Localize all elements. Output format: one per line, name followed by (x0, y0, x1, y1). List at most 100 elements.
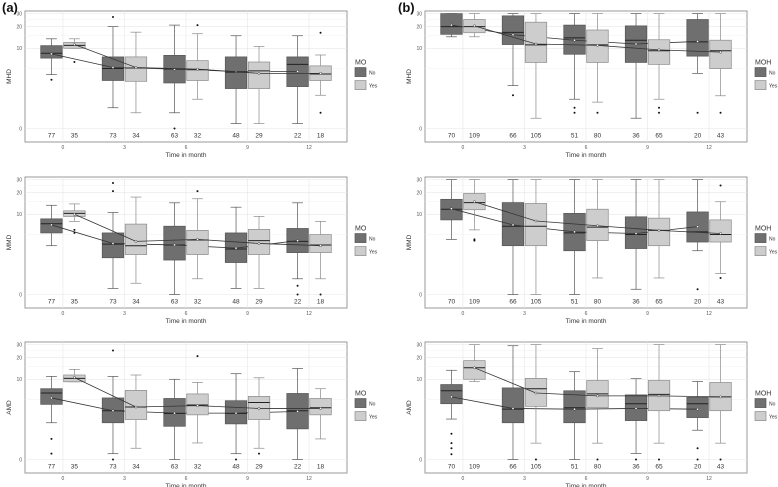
outlier-point (196, 355, 199, 358)
outlier-point (696, 111, 699, 114)
count-label: 18 (317, 132, 325, 139)
count-label: 36 (632, 298, 640, 305)
box-iqr (40, 45, 63, 59)
count-label: 77 (48, 298, 56, 305)
outlier-point (111, 16, 114, 19)
y-axis-title: MMD (6, 234, 13, 250)
y-tick-label: 10 (16, 377, 22, 383)
outlier-point (319, 31, 322, 34)
x-tick-label: 9 (646, 476, 649, 482)
outlier-point (319, 293, 322, 296)
box-iqr (101, 232, 125, 259)
mean-point (111, 242, 115, 245)
outlier-point (696, 447, 699, 450)
outlier-point (50, 437, 53, 440)
box-yes-month-6: 80 (586, 348, 609, 470)
legend: MOH No Yes (754, 60, 778, 90)
count-label: 66 (509, 298, 517, 305)
box-yes-month-3: 34 (124, 196, 148, 305)
chart-amd-mo: 0 10 20 30 0 3 6 9 12 Time in month AMD 77 73 63 48 22 3… (6, 341, 378, 487)
count-label: 32 (194, 463, 202, 470)
count-label: 73 (109, 132, 117, 139)
box-iqr (647, 39, 671, 65)
count-label: 35 (71, 298, 79, 305)
legend-key-yes (754, 411, 767, 421)
y-tick-label: 10 (16, 46, 22, 52)
outlier-point (319, 111, 322, 114)
mean-point (634, 232, 638, 235)
x-tick-label: 0 (62, 145, 65, 151)
x-axis-title: Time in month (166, 318, 207, 325)
mean-point (50, 52, 53, 56)
y-tick-label: 30 (16, 177, 22, 183)
y-tick-label: 30 (16, 11, 22, 17)
x-tick-label: 0 (62, 311, 65, 317)
count-label: 105 (531, 132, 542, 139)
count-label: 70 (448, 463, 456, 470)
count-label: 36 (632, 132, 640, 139)
x-tick-label: 3 (523, 311, 526, 317)
count-label: 105 (531, 463, 542, 470)
count-label: 48 (232, 298, 240, 305)
outlier-point (511, 94, 514, 97)
x-tick-label: 6 (185, 311, 188, 317)
count-label: 18 (317, 298, 325, 305)
box-iqr (709, 219, 732, 243)
legend-label: No (769, 402, 776, 408)
box-yes-month-9: 65 (647, 13, 671, 139)
mean-point (173, 411, 176, 415)
x-tick-label: 0 (462, 476, 465, 482)
panel-label-a: (a) (2, 0, 18, 15)
mean-point (234, 246, 238, 250)
mean-point (596, 224, 599, 228)
legend-key-no (754, 233, 767, 243)
box-no-month-3: 66 (501, 345, 525, 470)
box-iqr (163, 225, 186, 261)
outlier-point (73, 61, 76, 64)
mean-point (73, 376, 76, 379)
legend-title: MO (355, 226, 367, 233)
outlier-point (696, 288, 699, 291)
count-label: 65 (655, 298, 663, 305)
x-axis-title: Time in month (566, 318, 607, 325)
mean-point (473, 24, 476, 28)
box-iqr (501, 15, 525, 45)
x-tick-label: 12 (306, 311, 312, 317)
count-label: 80 (594, 132, 602, 139)
legend-key-no (754, 67, 767, 77)
count-label: 66 (509, 463, 517, 470)
mean-point (196, 67, 199, 71)
outlier-point (50, 452, 53, 455)
count-label: 109 (469, 463, 480, 470)
mean-point (573, 407, 576, 411)
mean-point (111, 66, 115, 69)
box-iqr (647, 217, 671, 247)
box-iqr (501, 387, 525, 424)
x-axis-title: Time in month (166, 152, 207, 159)
mean-point (319, 71, 322, 75)
mean-point (319, 407, 322, 410)
x-axis-title: Time in month (566, 152, 607, 159)
count-label: 35 (71, 463, 79, 470)
mean-point (534, 391, 538, 395)
box-iqr (247, 229, 271, 255)
outlier-point (111, 458, 114, 461)
outlier-point (450, 453, 453, 456)
outlier-point (296, 284, 299, 287)
y-tick-label: 30 (416, 177, 422, 183)
box-yes-month-12: 43 (709, 184, 732, 305)
outlier-point (450, 432, 453, 435)
y-tick-label: 10 (416, 377, 422, 383)
x-tick-label: 9 (246, 476, 249, 482)
mean-point (450, 395, 453, 399)
x-tick-label: 12 (306, 145, 312, 151)
count-label: 70 (448, 298, 456, 305)
legend-label: Yes (369, 84, 378, 90)
y-tick-label: 30 (16, 342, 22, 348)
y-tick-label: 0 (419, 292, 422, 298)
x-tick-label: 12 (706, 476, 712, 482)
count-label: 43 (717, 298, 725, 305)
